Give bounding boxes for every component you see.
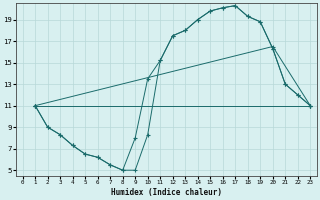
X-axis label: Humidex (Indice chaleur): Humidex (Indice chaleur) bbox=[111, 188, 222, 197]
